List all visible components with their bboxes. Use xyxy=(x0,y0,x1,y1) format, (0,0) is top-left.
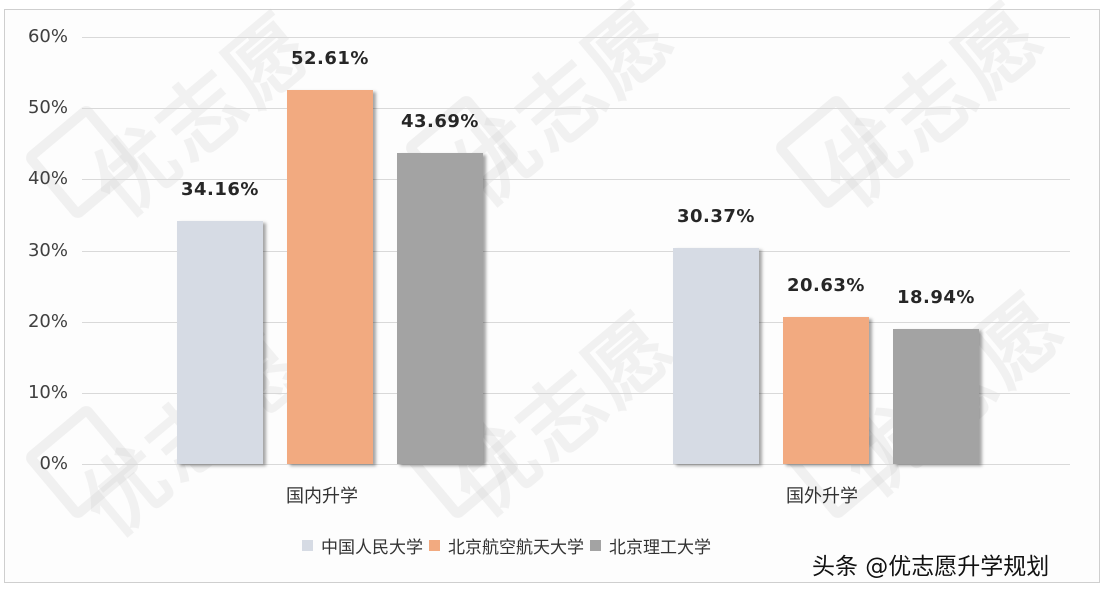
legend-swatch xyxy=(590,540,601,551)
y-tick-label: 40% xyxy=(27,168,68,190)
bar[interactable] xyxy=(783,317,869,464)
y-tick-label: 50% xyxy=(27,97,68,119)
legend-swatch xyxy=(302,540,313,551)
legend-swatch xyxy=(429,540,440,551)
legend-item[interactable]: 北京航空航天大学 xyxy=(429,533,584,558)
legend: 中国人民大学 北京航空航天大学 北京理工大学 xyxy=(302,533,717,558)
bar-value-label: 43.69% xyxy=(401,111,479,133)
legend-item[interactable]: 中国人民大学 xyxy=(302,533,423,558)
bar-value-label: 30.37% xyxy=(677,205,755,227)
x-category-label: 国外升学 xyxy=(786,486,858,507)
bar-value-label: 18.94% xyxy=(897,287,975,309)
gridline xyxy=(82,179,1070,181)
bar-value-label: 52.61% xyxy=(291,47,369,69)
y-tick-label: 30% xyxy=(27,239,68,261)
bar[interactable] xyxy=(287,89,373,464)
bar-value-label: 20.63% xyxy=(787,275,865,297)
x-category-label: 国内升学 xyxy=(286,486,358,507)
bar[interactable] xyxy=(177,220,263,464)
y-tick-label: 0% xyxy=(39,453,68,474)
legend-label: 北京理工大学 xyxy=(609,538,711,558)
gridline xyxy=(82,108,1070,110)
y-tick-label: 20% xyxy=(27,310,68,332)
legend-item[interactable]: 北京理工大学 xyxy=(590,533,711,558)
bar[interactable] xyxy=(397,153,483,464)
gridline xyxy=(82,250,1070,252)
legend-label: 北京航空航天大学 xyxy=(448,538,584,558)
gridline xyxy=(82,392,1070,394)
gridline xyxy=(82,464,1070,465)
bar-value-label: 34.16% xyxy=(181,178,259,200)
y-tick-label: 10% xyxy=(27,381,68,403)
gridline xyxy=(82,321,1070,323)
y-tick-label: 60% xyxy=(27,26,68,47)
gridline xyxy=(82,37,1070,38)
bar[interactable] xyxy=(893,329,979,464)
source-credit: 头条 @优志愿升学规划 xyxy=(812,554,1050,580)
bar[interactable] xyxy=(673,247,759,464)
legend-label: 中国人民大学 xyxy=(321,538,423,558)
